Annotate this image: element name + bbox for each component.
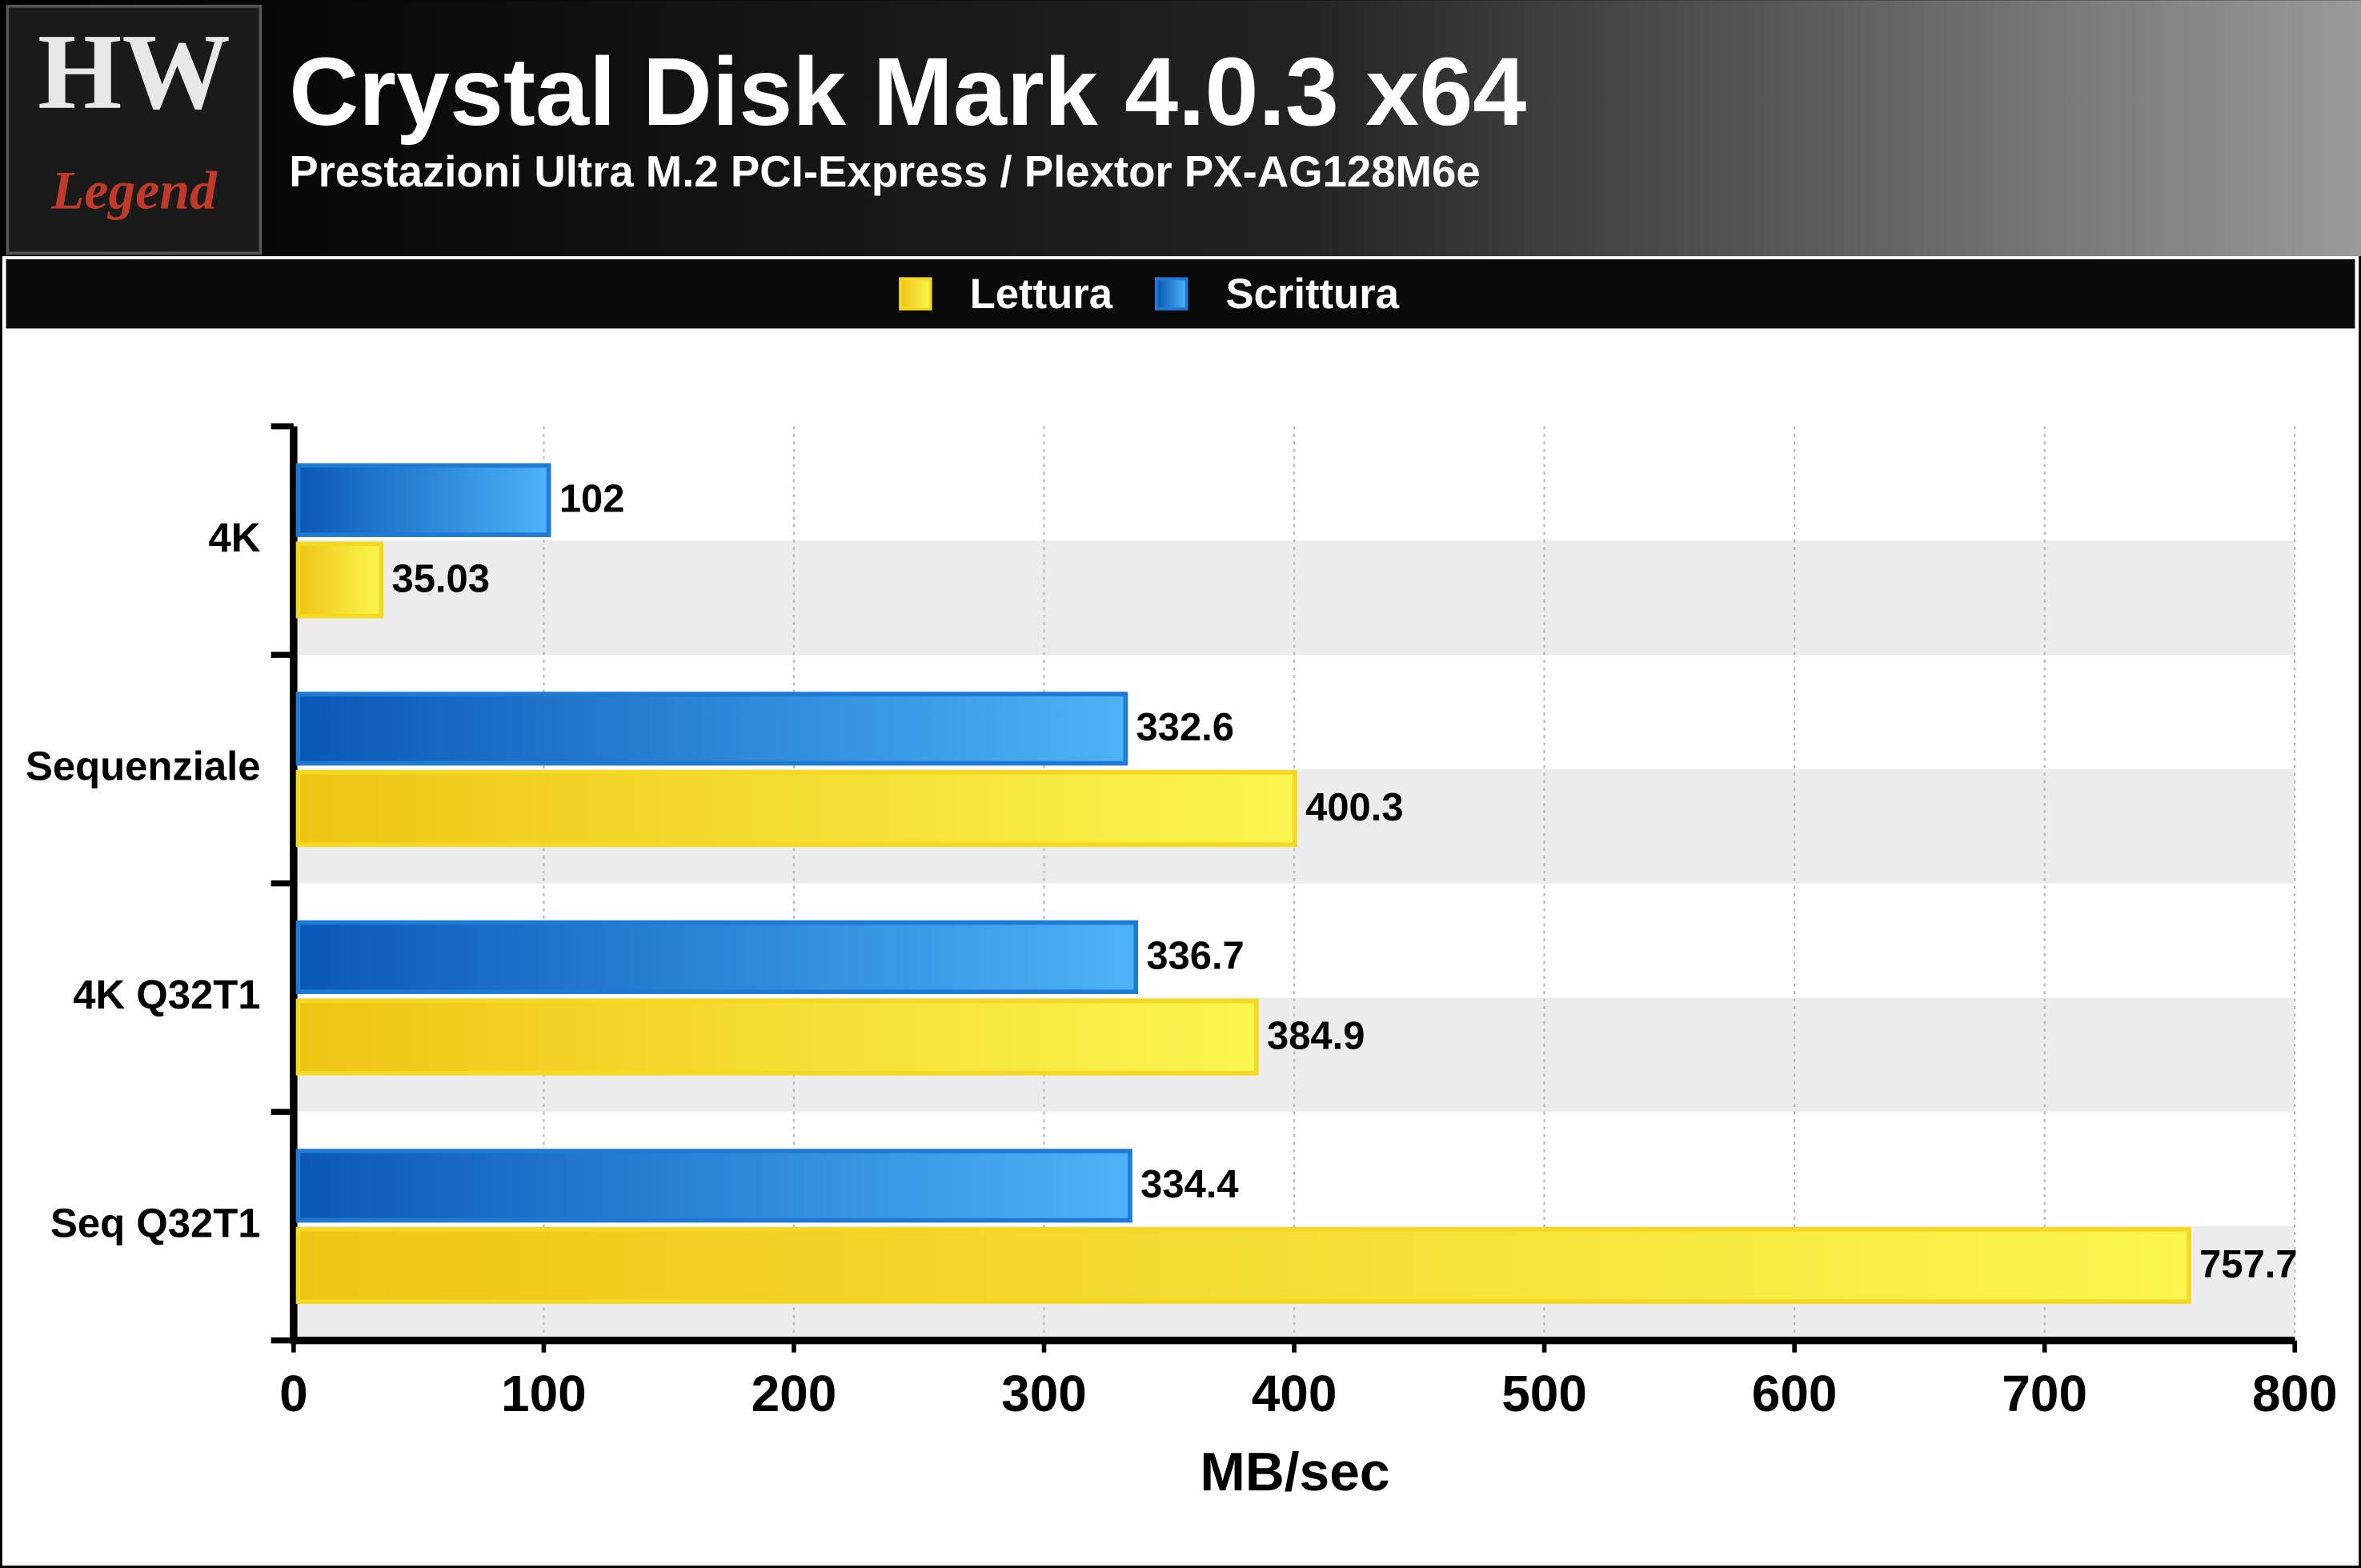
bar [295, 998, 1259, 1076]
legend-label: Scrittura [1225, 271, 1399, 318]
x-tick-label: 100 [501, 1365, 587, 1422]
value-label: 757.7 [2199, 1243, 2297, 1286]
y-tick-label: 4K Q32T1 [73, 972, 260, 1017]
bar [295, 1149, 1132, 1223]
bar [295, 692, 1128, 766]
legend-swatch [899, 277, 932, 311]
value-label: 336.7 [1146, 935, 1244, 978]
legend-swatch [1155, 277, 1189, 311]
y-tick-label: Sequenziale [26, 743, 261, 788]
bar [295, 1227, 2191, 1305]
x-tick-label: 0 [279, 1365, 308, 1422]
value-label: 35.03 [392, 557, 490, 600]
logo-box [6, 4, 263, 255]
x-tick-label: 700 [2002, 1365, 2087, 1422]
x-tick-label: 400 [1252, 1365, 1337, 1422]
value-label: 332.6 [1136, 706, 1234, 749]
bar [295, 541, 384, 619]
bar [295, 770, 1297, 848]
x-tick-label: 600 [1752, 1365, 1838, 1422]
header [0, 0, 2361, 257]
chart-subtitle: Prestazioni Ultra M.2 PCI-Express / Plex… [289, 147, 1480, 196]
x-tick-label: 500 [1501, 1365, 1587, 1422]
bar [295, 463, 551, 537]
row-bg [293, 540, 2295, 656]
x-tick-label: 200 [752, 1365, 837, 1422]
x-axis-label: MB/sec [1200, 1442, 1389, 1502]
value-label: 102 [559, 478, 625, 521]
value-label: 384.9 [1267, 1014, 1365, 1057]
y-tick-label: Seq Q32T1 [50, 1200, 260, 1245]
bar [295, 920, 1139, 994]
value-label: 400.3 [1305, 786, 1403, 829]
chart-title: Crystal Disk Mark 4.0.3 x64 [289, 38, 1526, 146]
x-tick-label: 300 [1001, 1365, 1087, 1422]
y-tick-label: 4K [209, 515, 261, 560]
x-tick-label: 800 [2252, 1365, 2338, 1422]
value-label: 334.4 [1140, 1163, 1238, 1206]
logo-bottom: Legend [50, 160, 218, 220]
legend-label: Lettura [970, 271, 1113, 318]
logo-top: HW [38, 12, 230, 132]
row-bg [293, 426, 2295, 541]
